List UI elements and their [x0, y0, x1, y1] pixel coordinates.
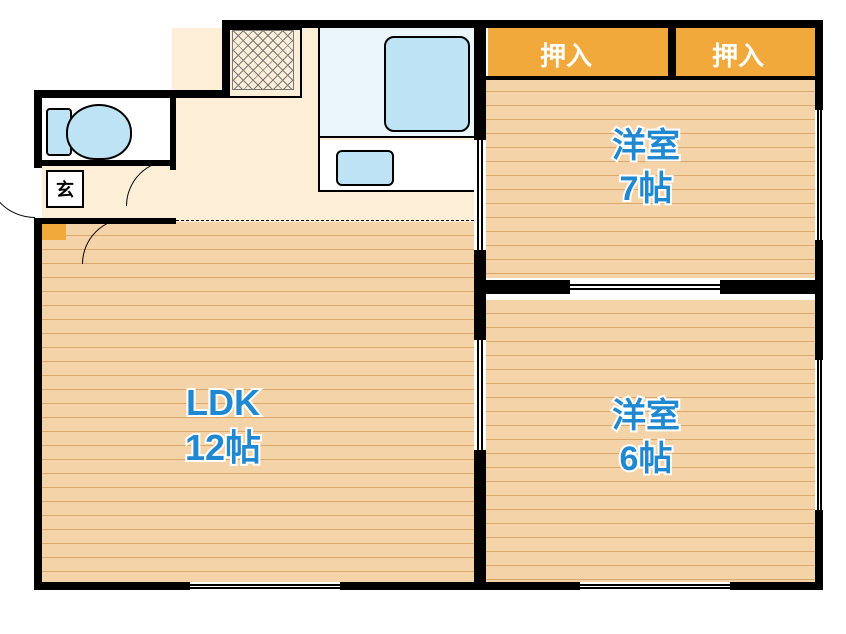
bedroom-bottom-label: 洋室 6帖	[612, 395, 680, 480]
window-br2-right-rail2	[820, 360, 822, 510]
slider-br1-rail1	[477, 140, 479, 250]
slider-between-br	[570, 280, 720, 294]
slider-between-rail2	[570, 288, 720, 290]
toilet-bowl	[66, 104, 132, 160]
floorplan-canvas: 玄	[0, 0, 846, 634]
outer-wall-toilet-top	[34, 90, 230, 98]
vent-frame-right	[300, 28, 302, 96]
vent-frame-top	[222, 28, 302, 30]
window-br2-bottom-rail1	[580, 584, 730, 586]
slider-br1-rail2	[481, 140, 483, 250]
outer-wall-top-left-vert	[222, 20, 230, 96]
slider-br2-rail2	[481, 340, 483, 450]
outer-wall-top	[222, 20, 823, 28]
ldk-label: LDK 12帖	[185, 380, 261, 470]
bedroom-top-label: 洋室 7帖	[612, 125, 680, 210]
wash-bottom	[318, 190, 474, 192]
genkan-marker: 玄	[46, 170, 84, 208]
wall-toilet-right	[170, 96, 176, 170]
window-br1-right-rail2	[820, 110, 822, 240]
wash-sink	[336, 150, 394, 186]
kitchen-ldk-dashed	[176, 220, 474, 221]
window-br1-right-rail1	[817, 110, 819, 240]
bath-bottom	[318, 136, 474, 138]
outer-wall-left	[34, 90, 42, 590]
closet-small-fill	[42, 222, 66, 240]
slider-to-br2	[474, 340, 486, 450]
bathtub	[384, 36, 470, 132]
vent-frame-bottom	[222, 96, 302, 98]
slider-br2-rail1	[477, 340, 479, 450]
vent-hatch	[232, 30, 294, 90]
window-ldk-bottom-rail1	[190, 584, 340, 586]
wall-vert-center	[474, 20, 486, 582]
genkan-label: 玄	[56, 176, 74, 202]
wall-closet-divider	[668, 20, 676, 78]
closet-left-label: 押入	[540, 36, 592, 73]
wall-closet-bottom	[486, 76, 815, 80]
closet-small	[42, 222, 66, 240]
closet-right-label: 押入	[712, 36, 764, 73]
slider-to-br1	[474, 140, 486, 250]
slider-between-rail1	[570, 284, 720, 286]
window-br2-bottom-rail2	[580, 587, 730, 589]
window-br2-right-rail1	[817, 360, 819, 510]
entry-door-opening	[34, 168, 42, 218]
window-ldk-bottom-rail2	[190, 587, 340, 589]
bath-left	[318, 28, 320, 190]
